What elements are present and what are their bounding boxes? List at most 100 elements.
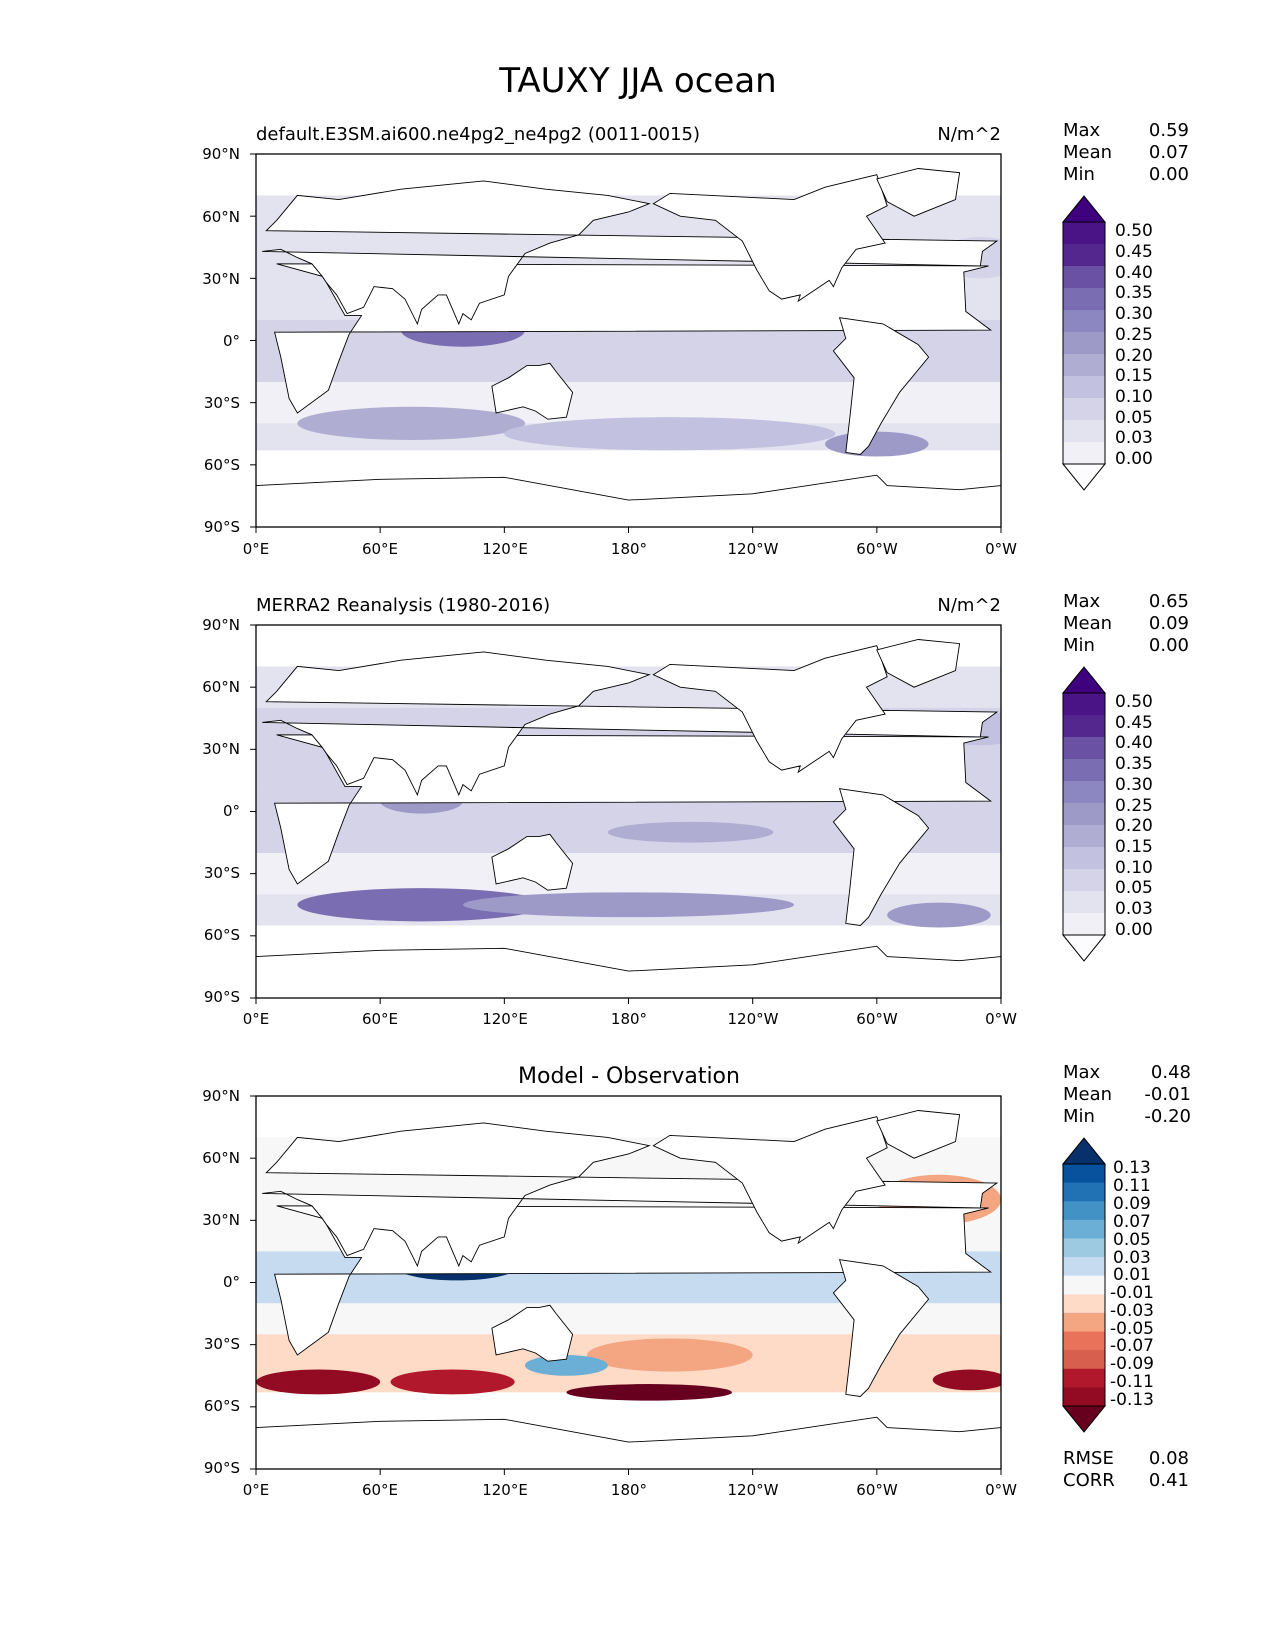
field-contour — [462, 892, 795, 918]
colorbar-label: 0.13 — [1113, 1158, 1151, 1178]
colorbar-labels: 0.13 0.11 0.09 0.07 0.05 0.03 0.01 -0.01… — [1110, 1158, 1154, 1410]
colorbar-label: 0.01 — [1113, 1265, 1151, 1285]
colorbar-swatch — [1063, 354, 1105, 377]
continent-australia — [491, 833, 574, 891]
x-tick-label: 120°W — [728, 540, 779, 558]
continent-antarctica — [256, 1416, 1001, 1469]
metric-value: 0.08 — [1149, 1448, 1189, 1469]
colorbar-swatch — [1063, 693, 1105, 716]
axis-ticks — [250, 153, 1002, 533]
y-axis: 90°N 60°N 30°N 0° 30°S 60°S 90°S — [202, 1087, 240, 1477]
colorbar-label: 0.05 — [1115, 408, 1153, 428]
field-contour — [825, 431, 929, 457]
continent-south-america — [832, 1259, 930, 1397]
colorbar-swatch — [1063, 759, 1105, 782]
stat-label: Max — [1063, 591, 1101, 612]
colorbar-swatch — [1063, 222, 1105, 245]
field-layer — [256, 154, 1001, 527]
x-tick-label: 0°W — [985, 540, 1017, 558]
stat-value: 0.48 — [1151, 1062, 1191, 1083]
x-tick-label: 120°W — [728, 1481, 779, 1499]
colorbar-swatch — [1063, 847, 1105, 870]
land-layer — [256, 1110, 1001, 1469]
colorbar-label: 0.40 — [1115, 263, 1153, 283]
stats-block: Max 0.59 Mean 0.07 Min 0.00 — [1063, 120, 1189, 185]
colorbar-label: 0.05 — [1115, 878, 1153, 898]
y-tick-label: 90°N — [202, 1087, 240, 1105]
panel-title: Model - Observation — [518, 1064, 740, 1089]
colorbar-swatch — [1063, 869, 1105, 892]
colorbar-swatch — [1063, 376, 1105, 399]
colorbar-frame — [1062, 692, 1106, 936]
stat-label: Mean — [1063, 142, 1112, 163]
panel-model: default.E3SM.ai600.ne4pg2_ne4pg2 (0011-0… — [202, 120, 1189, 558]
y-axis: 90°N 60°N 30°N 0° 30°S 60°S 90°S — [202, 616, 240, 1006]
map-area — [250, 1095, 1002, 1475]
stat-label: Min — [1063, 164, 1095, 185]
stat-value: 0.09 — [1149, 613, 1189, 634]
colorbar-swatches — [1061, 195, 1107, 491]
x-tick-label: 120°W — [728, 1010, 779, 1028]
field-contour — [932, 1369, 1001, 1391]
x-tick-label: 0°W — [985, 1481, 1017, 1499]
y-tick-label: 0° — [223, 802, 240, 820]
y-tick-label: 60°N — [202, 208, 240, 226]
stat-value: -0.01 — [1144, 1084, 1191, 1105]
stat-label: Max — [1063, 120, 1101, 141]
y-tick-label: 30°N — [202, 740, 240, 758]
colorbar-label: 0.25 — [1115, 796, 1153, 816]
field-contour — [297, 406, 526, 440]
y-tick-label: 90°S — [204, 1459, 240, 1477]
metric-label: RMSE — [1063, 1448, 1114, 1469]
stat-value: 0.00 — [1149, 164, 1189, 185]
x-tick-label: 60°W — [856, 1010, 898, 1028]
continent-australia — [491, 1304, 574, 1362]
axis-ticks — [250, 1095, 1002, 1475]
colorbar-swatch — [1063, 1387, 1105, 1407]
land-layer — [256, 168, 1001, 527]
x-tick-label: 120°E — [482, 1010, 528, 1028]
figure-title: TAUXY JJA ocean — [498, 61, 776, 101]
continent-europe-asia — [262, 1122, 999, 1268]
stat-label: Min — [1063, 1106, 1095, 1127]
colorbar-swatch — [1063, 332, 1105, 355]
colorbar-swatch — [1063, 1294, 1105, 1314]
colorbar-label: 0.25 — [1115, 325, 1153, 345]
colorbar: 0.50 0.45 0.40 0.35 0.30 0.25 0.20 0.15 … — [1061, 666, 1153, 962]
continent-north-america — [652, 174, 888, 303]
colorbar-swatch — [1063, 803, 1105, 826]
colorbar-label: -0.11 — [1110, 1372, 1154, 1392]
colorbar-swatch — [1063, 891, 1105, 914]
continent-antarctica — [256, 945, 1001, 998]
field-layer — [256, 1096, 1001, 1469]
colorbar-label: -0.07 — [1110, 1336, 1154, 1356]
axis-ticks — [250, 624, 1002, 1004]
panel-title: default.E3SM.ai600.ne4pg2_ne4pg2 (0011-0… — [256, 124, 700, 145]
y-tick-label: 60°N — [202, 678, 240, 696]
field-contour — [887, 902, 991, 928]
x-tick-label: 60°W — [856, 540, 898, 558]
continent-north-america — [652, 1116, 888, 1245]
colorbar-label: 0.03 — [1113, 1248, 1151, 1268]
map-area — [250, 153, 1002, 533]
x-tick-label: 120°E — [482, 540, 528, 558]
colorbar-label: 0.30 — [1115, 775, 1153, 795]
colorbar-label: 0.00 — [1115, 449, 1153, 469]
colorbar-label: 0.30 — [1115, 304, 1153, 324]
colorbar-label: -0.01 — [1110, 1283, 1154, 1303]
continent-greenland — [876, 168, 961, 217]
colorbar-label: 0.00 — [1115, 920, 1153, 940]
stats-block: Max 0.48 Mean -0.01 Min -0.20 — [1063, 1062, 1191, 1127]
x-tick-label: 60°E — [362, 540, 398, 558]
field-layer — [256, 625, 1001, 998]
stat-value: 0.00 — [1149, 635, 1189, 656]
y-tick-label: 60°S — [204, 1397, 240, 1415]
panel-title: MERRA2 Reanalysis (1980-2016) — [256, 595, 550, 616]
field-contour — [587, 1338, 753, 1372]
colorbar-swatch — [1063, 398, 1105, 421]
colorbar-label: 0.07 — [1113, 1212, 1151, 1232]
colorbar-extend-top — [1061, 666, 1107, 694]
metric-label: CORR — [1063, 1470, 1115, 1491]
colorbar-label: 0.40 — [1115, 733, 1153, 753]
stat-value: 0.59 — [1149, 120, 1189, 141]
